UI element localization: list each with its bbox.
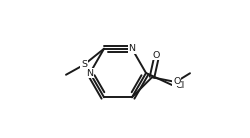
Text: N: N (86, 68, 94, 78)
Text: O: O (152, 51, 160, 60)
Text: O: O (173, 77, 180, 86)
Text: Cl: Cl (176, 80, 185, 90)
Text: S: S (81, 60, 87, 69)
Text: N: N (128, 44, 136, 53)
